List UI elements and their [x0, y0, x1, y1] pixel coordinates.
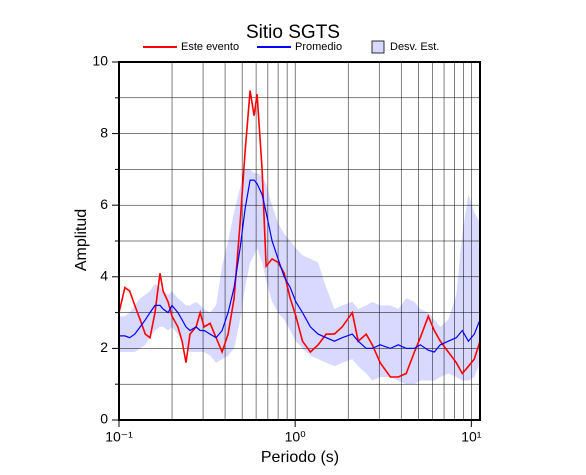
legend-label: Desv. Est. [390, 41, 439, 53]
y-tick-label: 2 [100, 339, 108, 355]
x-tick-label: 10⁻¹ [105, 429, 133, 445]
series-line [119, 179, 481, 353]
y-tick-label: 10 [92, 53, 108, 69]
legend-swatch [371, 40, 385, 54]
legend-label: Promedio [295, 41, 342, 53]
x-axis-label: Periodo (s) [261, 449, 339, 466]
y-tick-label: 6 [100, 196, 108, 212]
x-tick-label: 10⁰ [285, 429, 307, 445]
y-tick-label: 0 [100, 411, 108, 427]
y-tick-label: 8 [100, 124, 108, 140]
chart-title: Sitio SGTS [246, 22, 340, 43]
x-tick-label: 10¹ [461, 429, 482, 445]
legend-label: Este evento [181, 41, 239, 53]
plot-frame [118, 61, 481, 421]
y-axis-label: Amplitud [73, 209, 90, 271]
series-line [118, 90, 481, 378]
y-tick-label: 4 [100, 268, 108, 284]
